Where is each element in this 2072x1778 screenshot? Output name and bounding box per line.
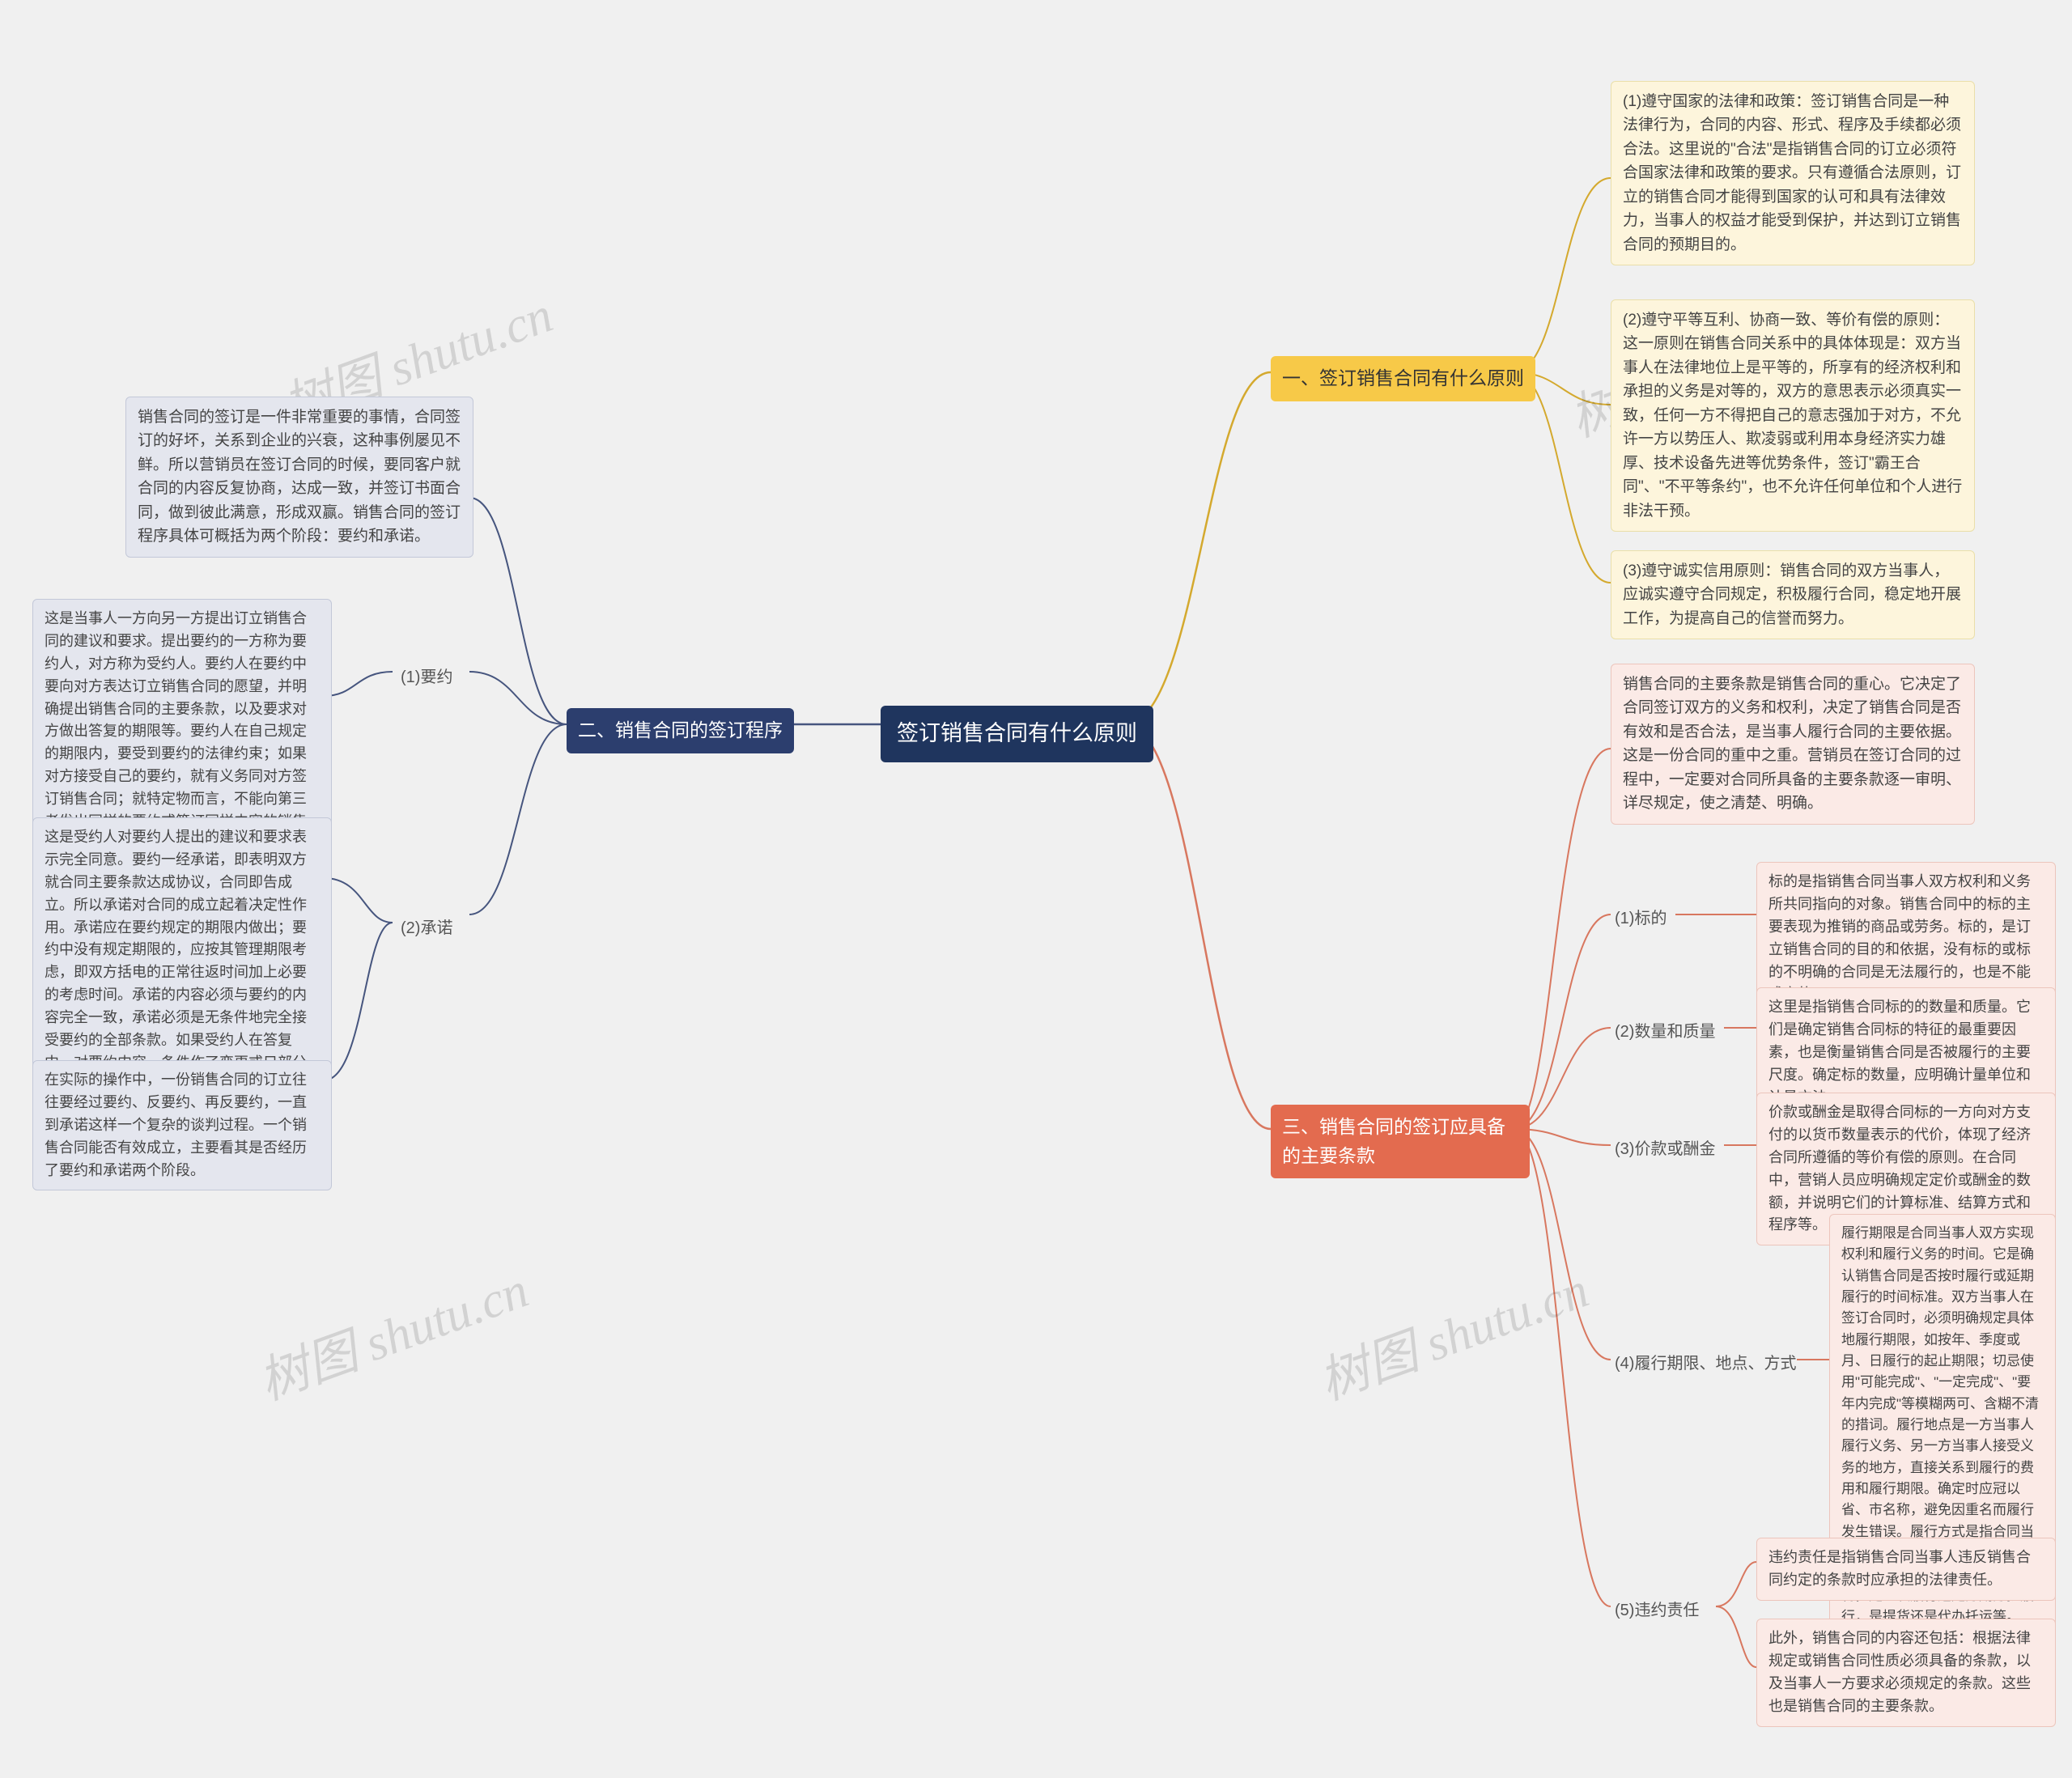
branch-c-item4-label: (4)履行期限、地点、方式 bbox=[1615, 1350, 1796, 1373]
branch-c-item5-text2: 此外，销售合同的内容还包括：根据法律规定或销售合同性质必须具备的条款，以及当事人… bbox=[1756, 1619, 2056, 1727]
branch-b-title: 二、销售合同的签订程序 bbox=[567, 708, 794, 753]
watermark: 树图 shutu.cn bbox=[1307, 1249, 1597, 1414]
watermark: 树图 shutu.cn bbox=[247, 1249, 537, 1414]
branch-a-item-2: (2)遵守平等互利、协商一致、等价有偿的原则：这一原则在销售合同关系中的具体体现… bbox=[1611, 299, 1975, 532]
branch-a-title: 一、签订销售合同有什么原则 bbox=[1271, 356, 1535, 401]
branch-a-item-1: (1)遵守国家的法律和政策：签订销售合同是一种法律行为，合同的内容、形式、程序及… bbox=[1611, 81, 1975, 265]
branch-c-item3-label: (3)价款或酬金 bbox=[1615, 1135, 1715, 1159]
branch-c-intro: 销售合同的主要条款是销售合同的重心。它决定了合同签订双方的义务和权利，决定了销售… bbox=[1611, 664, 1975, 825]
branch-c-item5-label: (5)违约责任 bbox=[1615, 1597, 1699, 1620]
branch-a-item-3: (3)遵守诚实信用原则：销售合同的双方当事人，应诚实遵守合同规定，积极履行合同，… bbox=[1611, 550, 1975, 639]
branch-c-item2-label: (2)数量和质量 bbox=[1615, 1018, 1715, 1042]
branch-b-s2-text2: 在实际的操作中，一份销售合同的订立往往要经过要约、反要约、再反要约，一直到承诺这… bbox=[32, 1060, 332, 1190]
branch-c-title: 三、销售合同的签订应具备的主要条款 bbox=[1271, 1105, 1530, 1178]
branch-b-intro: 销售合同的签订是一件非常重要的事情，合同签订的好坏，关系到企业的兴衰，这种事例屡… bbox=[125, 397, 473, 558]
branch-b-s1-label: (1)要约 bbox=[401, 664, 452, 687]
root-node: 签订销售合同有什么原则 bbox=[881, 706, 1153, 762]
branch-c-item5-text1: 违约责任是指销售合同当事人违反销售合同约定的条款时应承担的法律责任。 bbox=[1756, 1538, 2056, 1601]
branch-c-item1-label: (1)标的 bbox=[1615, 905, 1667, 928]
branch-b-s2-label: (2)承诺 bbox=[401, 914, 452, 938]
